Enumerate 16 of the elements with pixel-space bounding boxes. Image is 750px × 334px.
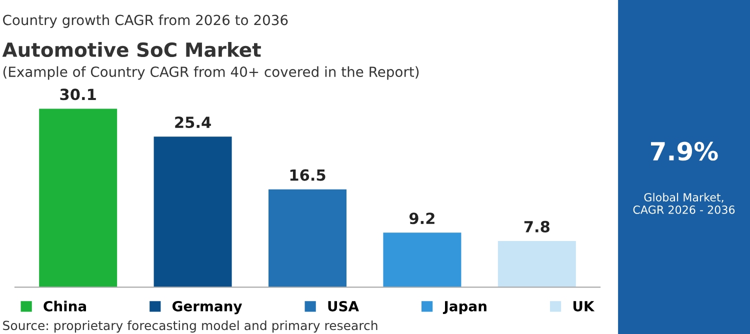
source-note: Source: proprietary forecasting model and primary research — [3, 320, 378, 333]
chart-title: Automotive SoC Market — [2, 42, 261, 58]
text: Global Market, CAGR 2026 - 2036 — [633, 192, 735, 214]
text: Country growth CAGR from 2026 to 2036 — [3, 14, 288, 28]
data-label: 9.2 — [409, 212, 434, 224]
legend-label: China — [44, 300, 86, 312]
data-label: 16.5 — [290, 169, 326, 181]
chart-subtitle: (Example of Country CAGR from 40+ covered in the Report) — [3, 66, 419, 80]
legend-label: Germany — [172, 300, 242, 314]
legend-label: USA — [328, 300, 359, 312]
legend-label: UK — [573, 301, 595, 312]
data-label: 25.4 — [175, 116, 211, 128]
legend-label: Japan — [442, 301, 486, 314]
data-label: 30.1 — [60, 88, 96, 100]
text: 7.9% — [651, 142, 718, 161]
data-label: 7.8 — [524, 220, 550, 232]
